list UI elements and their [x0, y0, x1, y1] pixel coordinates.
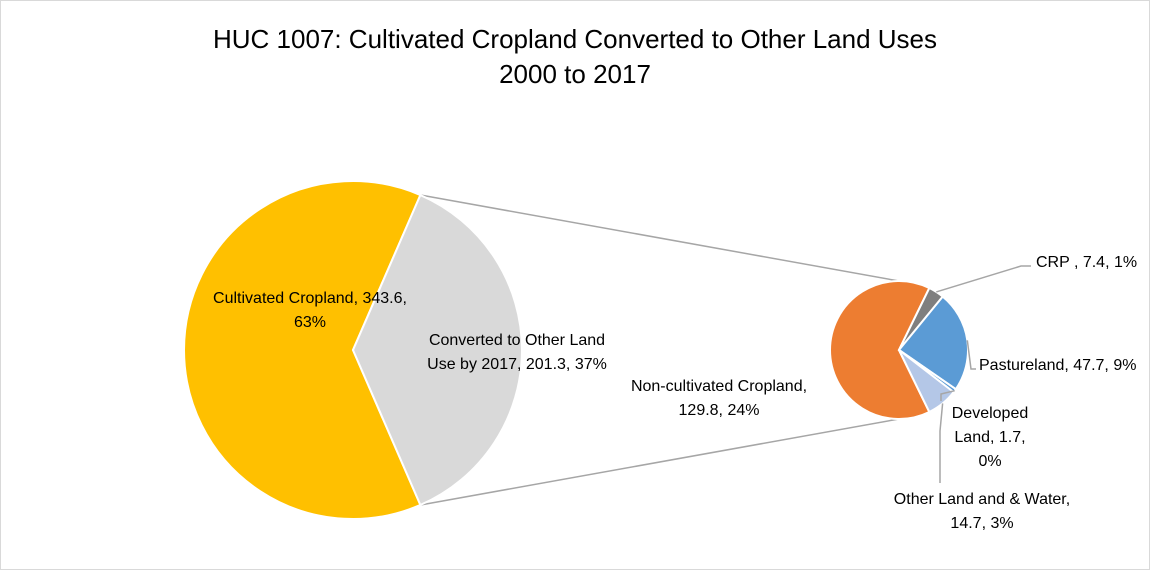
label-crp: CRP , 7.4, 1% [1036, 254, 1137, 271]
label-cultivated-cropland: Cultivated Cropland, 343.6, 63% [213, 290, 407, 331]
slice-other-land-and-water [898, 349, 956, 414]
chart-subtitle: 2000 to 2017 [499, 59, 651, 89]
leader-developed [940, 389, 955, 401]
label-cultivated-cropland-line: Cultivated Cropland, 343.6, [213, 290, 407, 307]
label-pastureland-line: Pastureland, 47.7, 9% [979, 357, 1136, 374]
chart-title: HUC 1007: Cultivated Cropland Converted … [213, 24, 937, 54]
label-other-land-water: Other Land and & Water, 14.7, 3% [894, 491, 1070, 532]
label-non-cultivated-cropland: Non-cultivated Cropland, 129.8, 24% [631, 378, 807, 419]
label-other-land-water-line: 14.7, 3% [950, 515, 1013, 532]
connector-bottom [420, 418, 900, 506]
label-crp-line: CRP , 7.4, 1% [1036, 254, 1137, 271]
data-labels: Cultivated Cropland, 343.6, 63% Converted … [213, 254, 1137, 532]
label-developed-land: Developed Land, 1.7, 0% [952, 405, 1029, 470]
secondary-pie [829, 280, 969, 420]
label-developed-land-line: Land, 1.7, [954, 429, 1025, 446]
leader-crp [936, 265, 1031, 293]
label-converted: Converted to Other Land Use by 2017, 201.… [427, 332, 607, 373]
leader-other-land [939, 403, 944, 483]
connector-top [420, 194, 900, 282]
label-converted-line: Use by 2017, 201.3, 37% [427, 356, 607, 373]
primary-pie [183, 180, 523, 520]
slice-converted-to-other-land-use-by-2017 [351, 193, 523, 507]
label-converted-line: Converted to Other Land [429, 332, 605, 349]
label-non-cultivated-cropland-line: Non-cultivated Cropland, [631, 378, 807, 395]
leader-lines [936, 265, 1031, 483]
slice-cultivated-cropland [183, 180, 422, 520]
connector-lines [420, 194, 900, 506]
label-developed-land-line: Developed [952, 405, 1029, 422]
label-pastureland: Pastureland, 47.7, 9% [979, 357, 1136, 374]
leader-pastureland [966, 340, 976, 370]
label-developed-land-line: 0% [978, 453, 1001, 470]
label-other-land-water-line: Other Land and & Water, [894, 491, 1070, 508]
label-non-cultivated-cropland-line: 129.8, 24% [679, 402, 760, 419]
label-cultivated-cropland-line: 63% [294, 314, 326, 331]
slice-non-cultivated-cropland [829, 280, 931, 420]
